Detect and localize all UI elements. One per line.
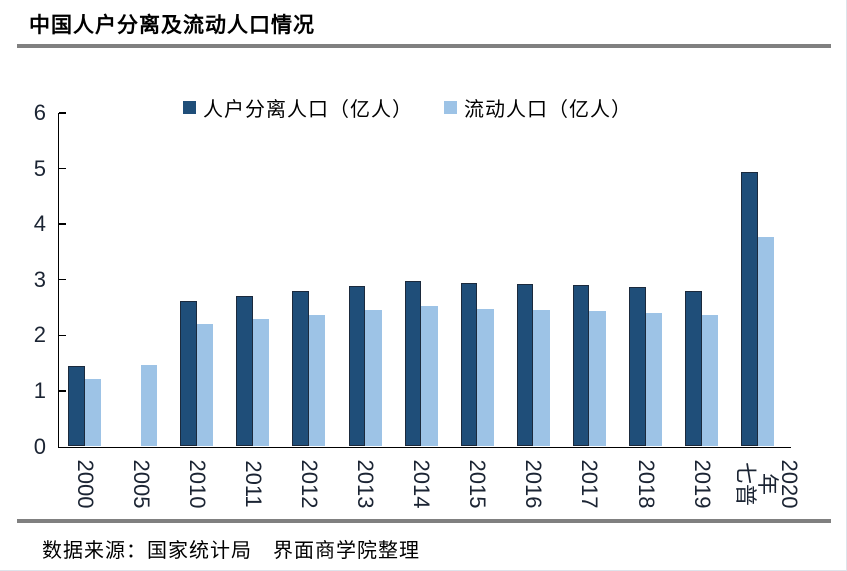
x-tick-label: 2017 <box>577 459 603 509</box>
bar-light-2018 <box>645 312 662 447</box>
x-tick-label: 2016 <box>521 459 547 509</box>
y-tick-mark <box>59 223 66 225</box>
legend-label: 人户分离人口（亿人） <box>203 99 413 121</box>
bar-dark-2016 <box>516 284 534 447</box>
y-tick-mark <box>59 278 66 281</box>
bar-dark-2019 <box>685 290 702 447</box>
x-tick-label: 2019 <box>689 459 715 509</box>
data-source-note: 数据来源：国家统计局 界面商学院整理 <box>42 540 420 562</box>
bar-light-2019 <box>701 315 719 447</box>
y-tick-label: 0 <box>33 433 46 459</box>
bar-light-七普2020年 <box>757 237 775 447</box>
y-tick-label: 1 <box>33 377 46 403</box>
y-tick-label: 2 <box>33 322 46 348</box>
y-tick-label: 5 <box>33 155 46 181</box>
legend-item-floating-population: 流动人口（亿人） <box>444 93 632 122</box>
x-tick-label: 2010 <box>184 459 210 509</box>
bar-dark-2010 <box>180 301 197 447</box>
y-tick-mark <box>59 167 66 170</box>
bar-light-2000 <box>84 379 101 447</box>
page-title: 中国人户分离及流动人口情况 <box>29 13 315 37</box>
bar-light-2014 <box>421 305 438 447</box>
x-tick-label: 2015 <box>465 459 491 509</box>
footer-divider <box>17 519 831 523</box>
bar-light-2013 <box>365 310 382 447</box>
x-tick-label: 2020年 七普 <box>732 459 802 509</box>
bar-light-2012 <box>308 315 326 447</box>
light-blue-swatch-icon <box>444 101 457 114</box>
bar-dark-2000 <box>68 366 85 447</box>
y-tick-mark <box>59 112 66 114</box>
bar-light-2015 <box>477 309 494 447</box>
x-tick-label: 2018 <box>633 459 659 509</box>
bar-light-2010 <box>196 323 214 447</box>
y-axis <box>57 113 59 448</box>
bar-dark-2017 <box>572 284 590 447</box>
bar-dark-2013 <box>348 285 365 447</box>
bar-dark-2012 <box>292 291 309 447</box>
y-tick-label: 4 <box>33 211 46 237</box>
bar-light-2005 <box>140 364 158 447</box>
title-divider <box>17 44 831 48</box>
x-tick-label: 2012 <box>296 459 322 509</box>
x-tick-label: 2011 <box>240 460 266 508</box>
y-tick-label: 3 <box>33 266 46 292</box>
x-axis <box>57 446 791 448</box>
legend-label: 流动人口（亿人） <box>464 99 632 121</box>
y-tick-mark <box>59 334 66 337</box>
legend-item-separated-population: 人户分离人口（亿人） <box>183 93 413 122</box>
x-tick-label: 2014 <box>409 459 435 509</box>
bar-dark-2015 <box>460 283 478 447</box>
bar-light-2016 <box>533 310 550 447</box>
x-tick-label: 2013 <box>353 459 378 509</box>
x-tick-label: 2005 <box>128 459 154 509</box>
dark-blue-swatch-icon <box>183 101 196 114</box>
y-tick-mark <box>59 390 66 392</box>
bar-light-2011 <box>252 318 270 447</box>
y-tick-label: 6 <box>33 99 46 125</box>
bar-dark-2018 <box>629 287 646 447</box>
x-tick-label: 2000 <box>72 459 98 509</box>
bar-dark-2011 <box>236 295 253 447</box>
bar-dark-2014 <box>404 280 422 447</box>
bar-dark-七普2020年 <box>741 172 758 447</box>
bar-light-2017 <box>589 310 606 447</box>
legend: 人户分离人口（亿人） 流动人口（亿人） <box>0 93 846 121</box>
